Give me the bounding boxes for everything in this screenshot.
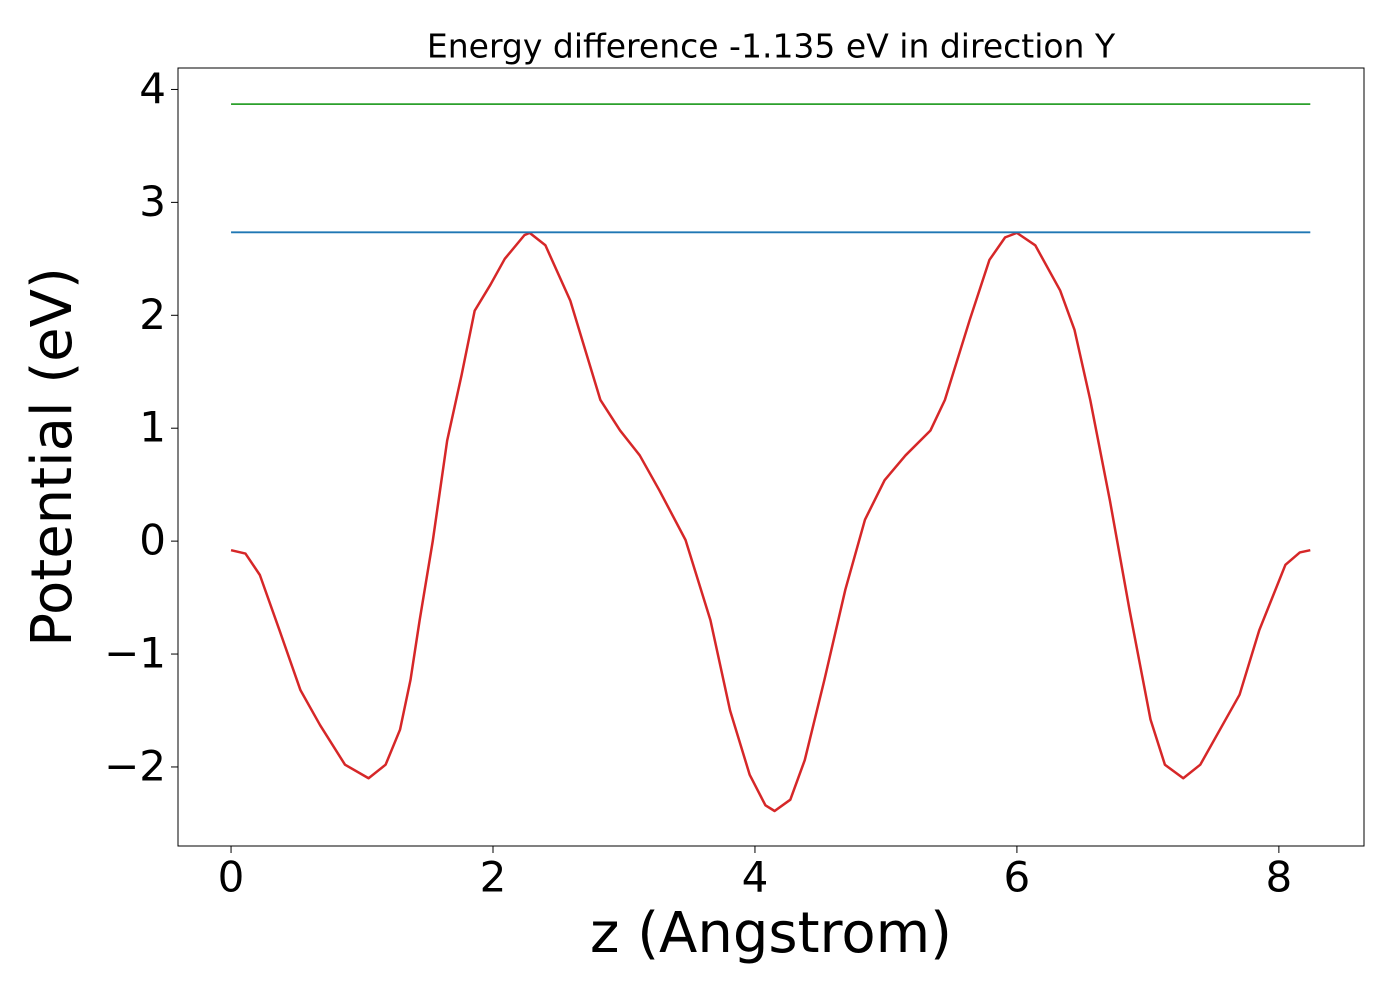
- y-tick-label: −2: [104, 741, 166, 790]
- x-tick-label: 2: [480, 853, 507, 902]
- x-tick-label: 6: [1004, 853, 1031, 902]
- x-tick-label: 0: [218, 853, 245, 902]
- chart-title: Energy difference -1.135 eV in direction…: [427, 27, 1116, 66]
- x-tick-label: 4: [742, 853, 769, 902]
- y-tick-label: 4: [139, 64, 166, 113]
- x-tick-label: 8: [1265, 853, 1292, 902]
- plot-frame: [177, 67, 1365, 847]
- x-axis-label: z (Angstrom): [590, 901, 952, 966]
- y-tick-label: 2: [139, 290, 166, 339]
- y-tick-label: 1: [139, 403, 166, 452]
- y-tick-label: 3: [139, 177, 166, 226]
- y-tick-label: 0: [139, 516, 166, 565]
- line-series: [230, 231, 1311, 813]
- y-tick-label: −1: [104, 629, 166, 678]
- y-axis-label: Potential (eV): [20, 267, 85, 647]
